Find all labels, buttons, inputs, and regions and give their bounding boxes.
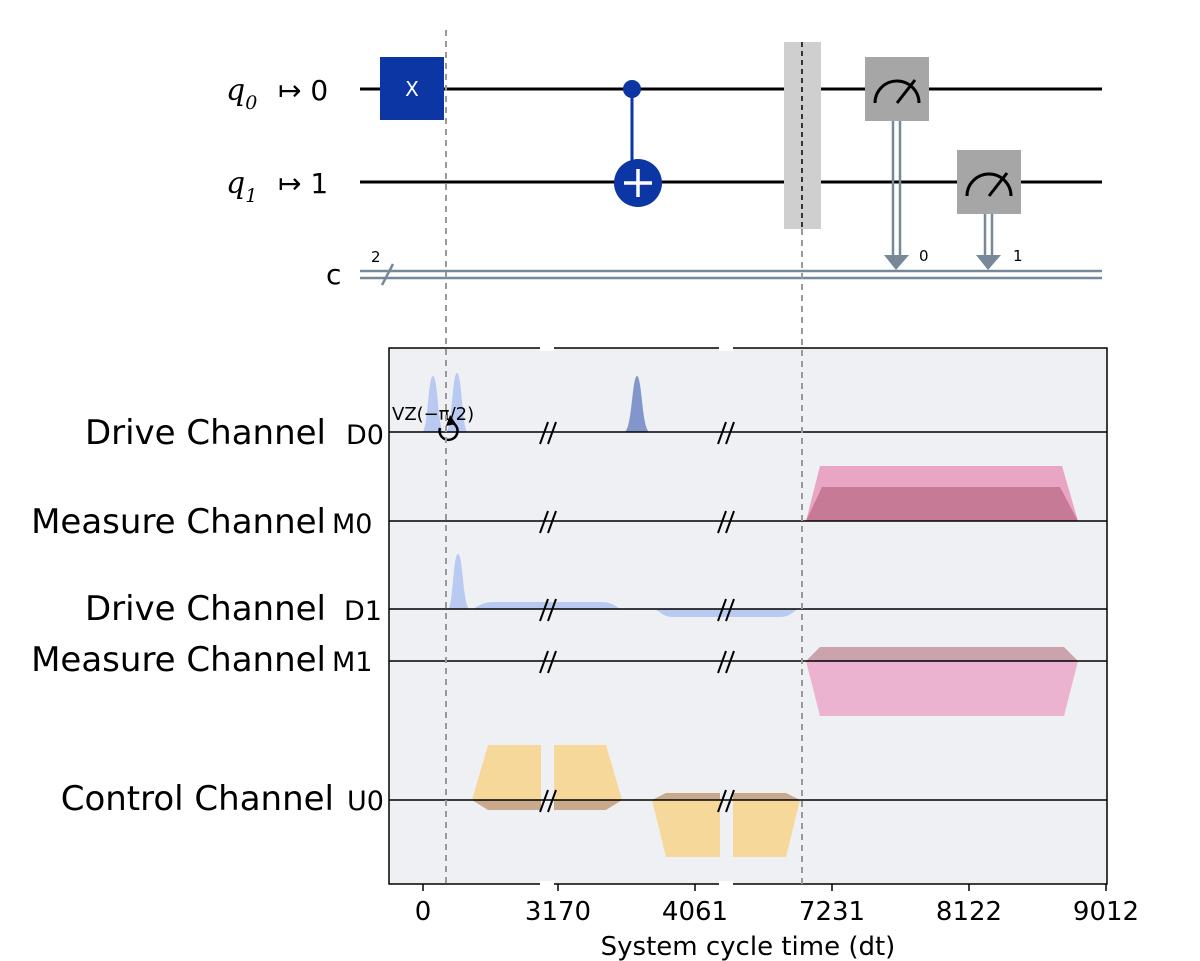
channel-id-m1: M1 — [332, 647, 372, 678]
channel-name-u0: Control Channel — [61, 779, 334, 819]
time-break-markers — [539, 421, 735, 813]
channel-id-d0: D0 — [346, 420, 384, 451]
quantum-circuit: q0 ↦ 0 q1 ↦ 1 c 2 X — [226, 42, 1102, 291]
x-tick-label: 3170 — [525, 897, 591, 927]
barrier — [784, 42, 821, 229]
qubit-mapping-q0: ↦ 0 — [278, 74, 328, 107]
channel-id-m0: M0 — [332, 509, 372, 540]
measure-gate-q1: 1 — [957, 150, 1023, 270]
qubit-label-q1: q1 — [226, 166, 257, 207]
x-tick-label: 4061 — [662, 897, 728, 927]
control-pulses-u0 — [472, 745, 800, 857]
channel-name-d0: Drive Channel — [85, 413, 326, 453]
meter-icon — [965, 172, 1013, 197]
x-axis-label: System cycle time (dt) — [601, 932, 896, 961]
cnot-gate — [614, 80, 662, 207]
x-tick-label: 7231 — [799, 897, 865, 927]
channel-id-d1: D1 — [344, 596, 382, 627]
bus-slash — [380, 263, 395, 286]
axis-break-gap — [540, 881, 554, 887]
axis-break-gap — [719, 881, 733, 887]
measure-pulses-m0 — [806, 466, 1078, 521]
x-axis-tick-labels: 0 3170 4061 7231 8122 9012 — [415, 897, 1139, 927]
phase-rotation-icon — [438, 415, 459, 442]
x-tick-label: 9012 — [1073, 897, 1139, 927]
classical-register-label: c — [326, 258, 341, 291]
measure-bit-label-0: 0 — [919, 247, 929, 265]
axis-break-gap — [719, 345, 733, 351]
classical-wire: 2 — [360, 248, 1102, 286]
cnot-control-dot — [623, 80, 641, 98]
qubit-mapping-q1: ↦ 1 — [278, 167, 328, 200]
x-axis-ticks — [422, 884, 1107, 891]
x-tick-label: 8122 — [936, 897, 1002, 927]
channel-name-d1: Drive Channel — [85, 589, 326, 629]
channel-name-m0: Measure Channel — [31, 502, 326, 542]
measure-pulses-m1 — [806, 647, 1078, 716]
measure-gate-q0: 0 — [865, 57, 929, 270]
x-tick-label: 0 — [415, 897, 432, 927]
vz-annotation: VZ(−π/2) — [392, 404, 474, 425]
drive-pulses-d0: VZ(−π/2) — [392, 373, 650, 442]
measure-arrow-0 — [884, 255, 909, 270]
channel-name-m1: Measure Channel — [31, 640, 326, 680]
meter-icon — [873, 79, 921, 104]
x-gate: X — [380, 57, 444, 120]
measure-bit-label-1: 1 — [1013, 247, 1023, 265]
measure-arrow-1 — [976, 255, 1001, 270]
classical-width-label: 2 — [371, 248, 381, 266]
pulse-schedule: Drive Channel D0 Measure Channel M0 Driv… — [31, 345, 1139, 961]
channel-id-u0: U0 — [347, 786, 384, 817]
x-gate-label: X — [405, 77, 419, 101]
axis-break-gap — [540, 345, 554, 351]
qubit-label-q0: q0 — [226, 73, 257, 114]
